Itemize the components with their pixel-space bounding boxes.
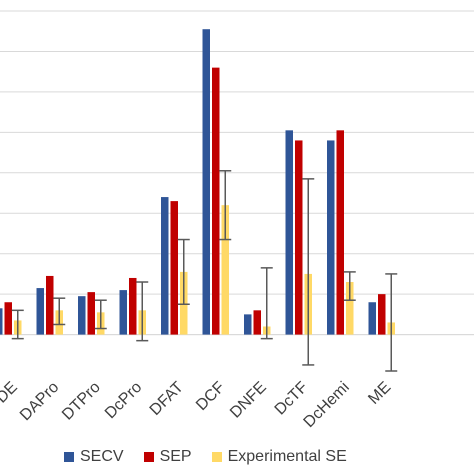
bar-sep-me (378, 294, 386, 335)
bar-sep-dchemi (336, 130, 344, 335)
legend-label-experimental-se: Experimental SE (227, 448, 347, 465)
error-bar-dnfe (260, 267, 273, 340)
bar-secv-me (368, 302, 376, 335)
bar-secv-dctf (285, 130, 293, 335)
bar-sep-de (4, 302, 12, 335)
bar-secv-dcf (202, 29, 210, 335)
bar-secv-dcpro (119, 290, 127, 335)
x-tick-label-de: DE (0, 379, 21, 407)
bar-experimental-se-dcf (221, 205, 229, 335)
error-bar-dapro (53, 297, 66, 326)
bar-sep-dapro (46, 275, 54, 335)
bar-sep-dcpro (129, 277, 137, 335)
bar-secv-de (0, 308, 3, 335)
legend-label-secv: SECV (80, 448, 124, 465)
error-bar-dfat (177, 238, 190, 306)
x-tick-label-dtpro: DTPro (59, 379, 104, 424)
error-bar-me (385, 273, 398, 372)
x-tick-label-me: ME (365, 379, 394, 408)
bar-sep-dnfe (253, 310, 261, 335)
legend-swatch-secv (64, 452, 74, 462)
error-bar-dchemi (343, 271, 356, 301)
legend-item-secv: SECV (64, 448, 124, 466)
bar-secv-dnfe (244, 314, 252, 335)
bar-sep-dtpro (87, 292, 95, 335)
legend-label-sep: SEP (159, 448, 192, 465)
x-tick-label-dfat: DFAT (147, 379, 187, 419)
error-bar-de (11, 309, 24, 340)
x-tick-label-dapro: DAPro (17, 379, 62, 424)
legend: SECV SEP Experimental SE (64, 448, 367, 466)
error-bar-dtpro (94, 299, 107, 330)
error-bar-dcpro (136, 281, 149, 342)
bar-secv-dapro (36, 288, 44, 335)
x-tick-label-dctf: DcTF (272, 379, 312, 419)
error-bar-dctf (302, 178, 315, 366)
legend-item-sep: SEP (143, 448, 192, 466)
bar-sep-dfat (170, 201, 178, 335)
x-tick-label-dcf: DCF (193, 379, 228, 414)
legend-swatch-sep (143, 452, 154, 462)
bar-sep-dcf (212, 67, 220, 335)
error-bars (11, 170, 398, 372)
bar-secv-dtpro (78, 296, 86, 335)
x-tick-label-dchemi: DcHemi (301, 379, 353, 431)
error-bar-dcf (219, 170, 232, 241)
x-tick-label-dcpro: DcPro (102, 379, 146, 423)
bar-sep-dctf (295, 140, 303, 335)
bar-secv-dfat (161, 197, 169, 335)
legend-swatch-experimental-se (211, 452, 222, 462)
gridlines (0, 10, 474, 336)
legend-item-experimental-se: Experimental SE (211, 448, 347, 466)
x-tick-label-dnfe: DNFE (227, 379, 270, 422)
bars (0, 29, 395, 335)
bar-experimental-se-dchemi (346, 282, 354, 335)
bar-secv-dchemi (327, 140, 335, 335)
